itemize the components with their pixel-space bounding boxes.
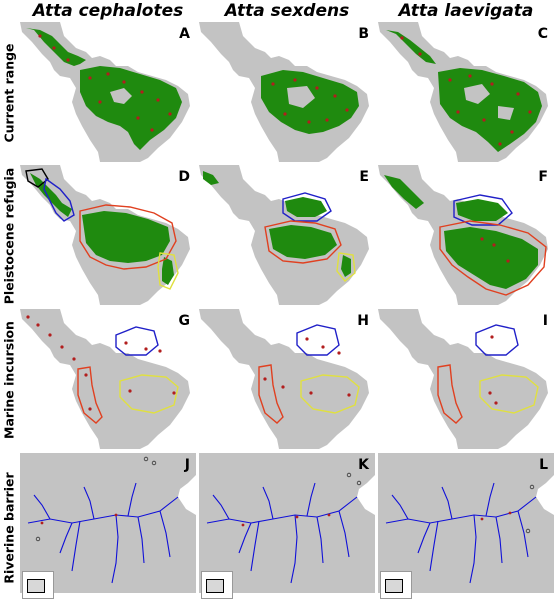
row-label-riverine-barrier: Riverine barrier bbox=[1, 472, 17, 584]
map-panel-e: E bbox=[199, 165, 375, 305]
panel-letter: K bbox=[358, 457, 369, 473]
map-panel-j: J bbox=[20, 453, 196, 601]
map-current-range-cephalotes bbox=[20, 22, 190, 162]
map-panel-f: F bbox=[378, 165, 554, 305]
row-label-current-range: Current range bbox=[1, 43, 17, 143]
panel-letter: B bbox=[358, 26, 369, 42]
panel-letter: E bbox=[359, 169, 369, 185]
map-panel-h: H bbox=[199, 309, 375, 449]
map-panel-c: C bbox=[378, 22, 554, 162]
map-panel-k: K bbox=[199, 453, 375, 601]
map-marine-incursion-cephalotes bbox=[20, 309, 190, 449]
map-riverine-barrier-sexdens bbox=[199, 453, 375, 593]
panel-letter: A bbox=[179, 26, 190, 42]
inset-extent-box bbox=[27, 579, 45, 593]
map-panel-d: D bbox=[20, 165, 196, 305]
map-marine-incursion-laevigata bbox=[378, 309, 548, 449]
map-current-range-laevigata bbox=[378, 22, 548, 162]
map-panel-g: G bbox=[20, 309, 196, 449]
panel-letter: D bbox=[178, 169, 190, 185]
inset-extent-box bbox=[206, 579, 224, 593]
panel-letter: G bbox=[178, 313, 191, 329]
panel-letter: F bbox=[538, 169, 548, 185]
map-riverine-barrier-laevigata bbox=[378, 453, 554, 593]
map-pleistocene-refugia-cephalotes bbox=[20, 165, 190, 305]
map-marine-incursion-sexdens bbox=[199, 309, 369, 449]
inset-extent-box bbox=[385, 579, 403, 593]
column-title-atta-cephalotes: Atta cephalotes bbox=[32, 1, 184, 21]
panel-letter: L bbox=[539, 457, 548, 473]
map-riverine-barrier-cephalotes bbox=[20, 453, 196, 593]
column-title-atta-sexdens: Atta sexdens bbox=[224, 1, 350, 21]
map-pleistocene-refugia-sexdens bbox=[199, 165, 369, 305]
map-current-range-sexdens bbox=[199, 22, 369, 162]
row-label-marine-incursion: Marine incursion bbox=[1, 321, 17, 439]
row-label-pleistocene-refugia: Pleistocene refugia bbox=[1, 167, 17, 305]
panel-letter: I bbox=[542, 313, 548, 329]
panel-letter: H bbox=[357, 313, 369, 329]
map-panel-a: A bbox=[20, 22, 196, 162]
column-title-atta-laevigata: Atta laevigata bbox=[398, 1, 534, 21]
panel-letter: C bbox=[537, 26, 548, 42]
map-panel-l: L bbox=[378, 453, 554, 601]
map-pleistocene-refugia-laevigata bbox=[378, 165, 548, 305]
locator-inset bbox=[22, 571, 54, 599]
map-panel-i: I bbox=[378, 309, 554, 449]
locator-inset bbox=[380, 571, 412, 599]
panel-letter: J bbox=[184, 457, 190, 473]
map-panel-b: B bbox=[199, 22, 375, 162]
locator-inset bbox=[201, 571, 233, 599]
